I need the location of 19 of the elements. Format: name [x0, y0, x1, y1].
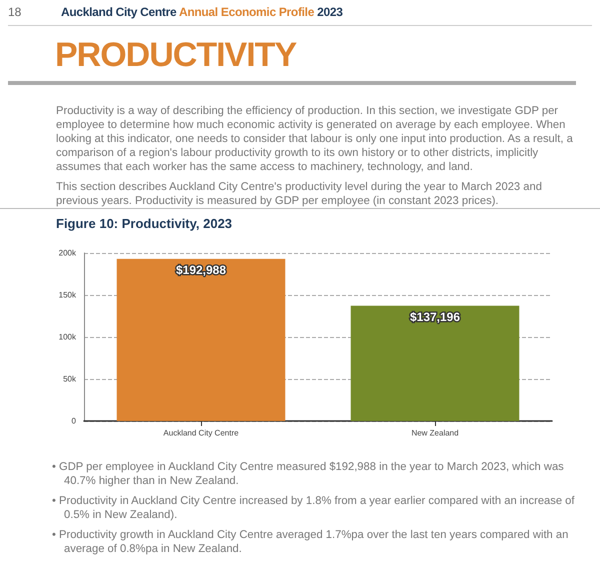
text: This section describes Auckland City Centre's productivity level during the year to March 2023 and previous years. Productivity is measured by GDP per employee (in constant 2023 prices). [56, 180, 543, 208]
text: • Productivity growth in Auckland City Centre averaged 1.7%pa over the last ten years compared with an average of 0.8%pa in New Zealand. [52, 528, 570, 556]
y-tick-label: 0 [72, 416, 77, 426]
x-tick-label: New Zealand [411, 428, 459, 438]
chart-title: Figure 10: Productivity, 2023 [56, 216, 232, 231]
y-tick-label: 50k [63, 374, 77, 384]
text: PRODUCTIVITY [55, 36, 296, 75]
data-label: $192,988 [176, 262, 226, 277]
data-label: $137,196 [410, 310, 460, 324]
text: 18 [8, 5, 22, 19]
y-tick-label: 100k [58, 332, 77, 342]
text: Annual Economic Profile [178, 5, 314, 19]
text: • GDP per employee in Auckland City Centre measured $192,988 in the year to March 2023, which was 40.7% higher than in New Zealand. [52, 460, 565, 488]
text: 2023 [317, 5, 343, 19]
text: Productivity is a way of describing the efficiency of production. In this section, we investigate GDP per employee to determine how much economic activity is generated on average by each employee. When looking at this indicator, one needs to consider that labour is only one input into production. As a result, a comparison of a region's labour productivity growth to its own history or to other districts, implicitly assumes that each worker has the same access to machinery, technology, and land. [56, 104, 574, 174]
text: Auckland City Centre [61, 5, 176, 19]
text: • Productivity in Auckland City Centre increased by 1.8% from a year earlier compared with an increase of 0.5% in New Zealand). [52, 494, 576, 522]
y-tick-label: 150k [58, 290, 77, 300]
y-tick-label: 200k [58, 248, 77, 258]
